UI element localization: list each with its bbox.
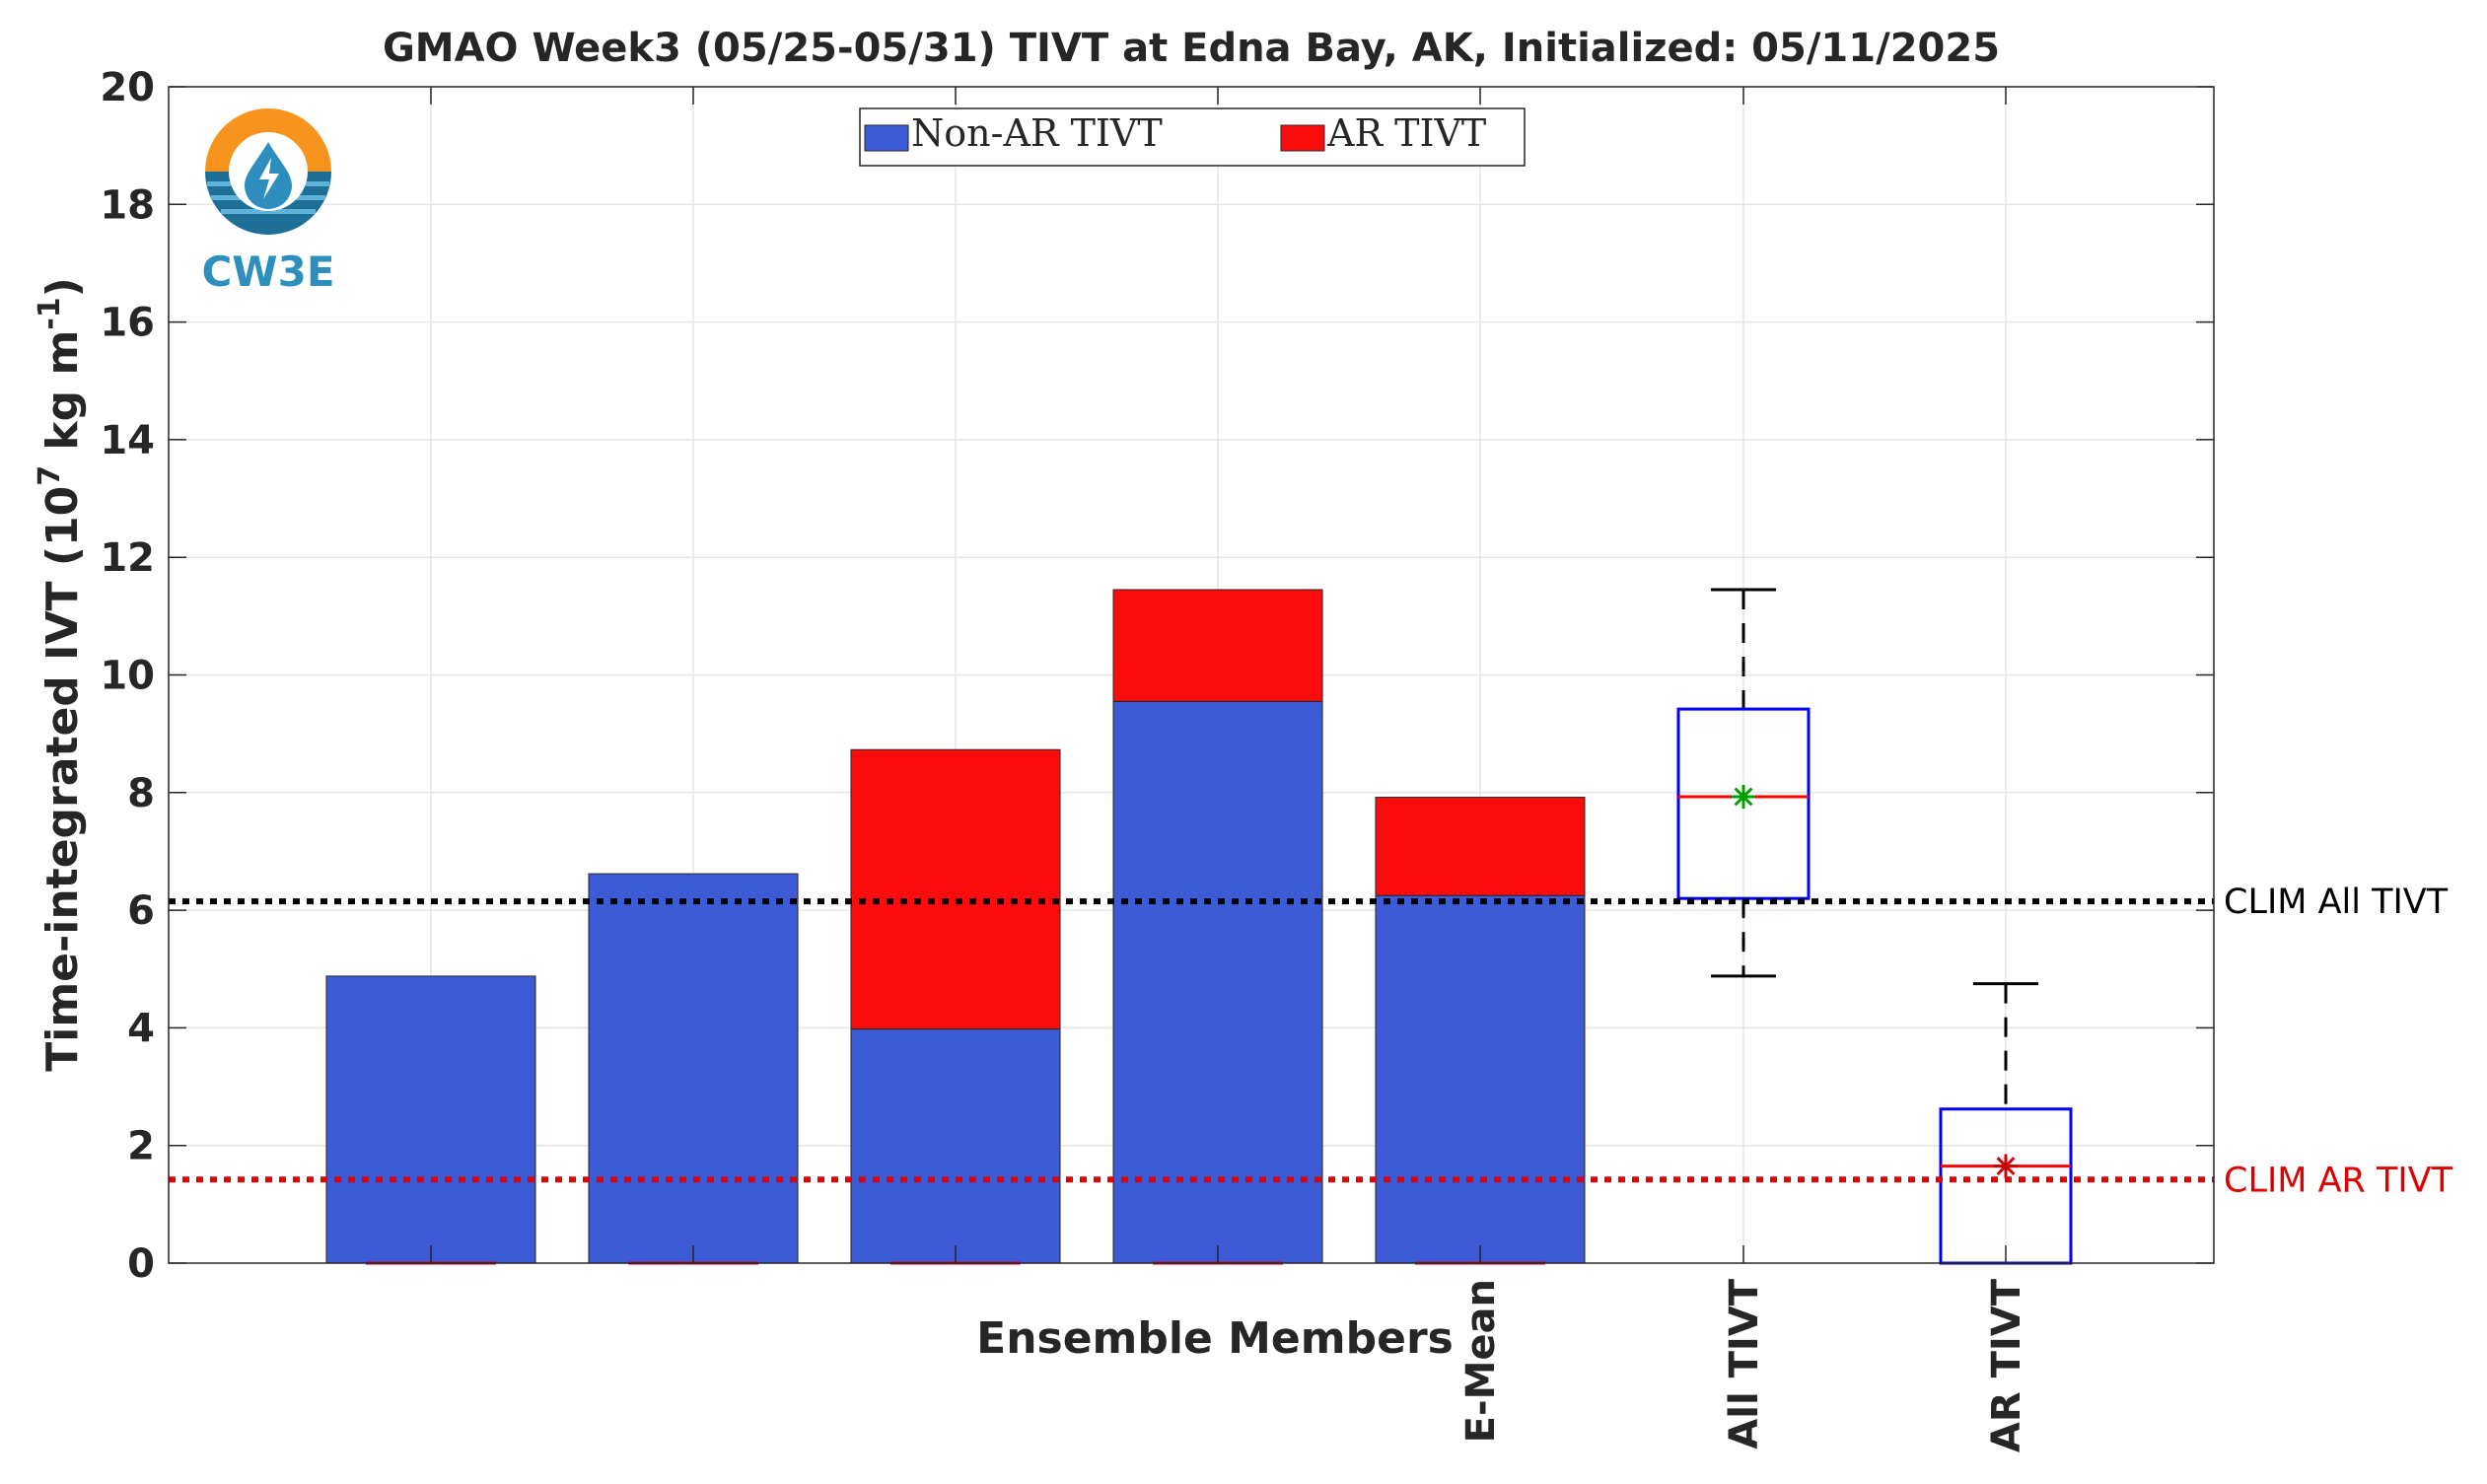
bar-non-ar xyxy=(1375,894,1586,1264)
cw3e-logo: CW3E xyxy=(201,108,335,296)
y-axis-ticks: 0 2 4 6 8 10 12 14 16 18 20 xyxy=(100,65,2214,1287)
x-axis-label: Ensemble Members xyxy=(976,1313,1454,1364)
logo-bolt-icon xyxy=(259,158,279,199)
legend-label-non-ar: Non-AR TIVT xyxy=(911,111,1163,155)
bar-non-ar xyxy=(325,975,536,1264)
bar-non-ar xyxy=(850,1028,1061,1264)
y-tick-label: 14 xyxy=(100,418,155,463)
logo-text: CW3E xyxy=(201,247,334,296)
y-tick-label: 12 xyxy=(100,535,155,581)
y-tick-label: 0 xyxy=(127,1241,155,1287)
x-tick-label: AR TIVT xyxy=(1984,1278,2029,1452)
y-tick-label: 18 xyxy=(100,182,155,228)
mean-marker-stroke xyxy=(1996,1157,2016,1176)
legend: Non-AR TIVT AR TIVT xyxy=(859,107,1526,167)
box-mean-marker xyxy=(1732,784,1755,809)
bar-non-ar xyxy=(588,873,799,1264)
legend-swatch-non-ar xyxy=(864,124,909,152)
chart-title: GMAO Week3 (05/25-05/31) TIVT at Edna Ba… xyxy=(383,26,2000,71)
y-tick-label: 10 xyxy=(100,654,155,699)
y-tick-label: 16 xyxy=(100,301,155,346)
reference-line-label: CLIM All TIVT xyxy=(2224,883,2449,922)
mean-marker-stroke xyxy=(1734,787,1753,807)
legend-box xyxy=(859,107,1526,167)
reference-line-label: CLIM AR TIVT xyxy=(2224,1161,2453,1200)
x-axis-ticks: E-Mean All TIVT AR TIVT xyxy=(430,87,2029,1452)
logo-wave-3 xyxy=(221,209,316,214)
bar-non-ar xyxy=(1112,700,1323,1264)
x-tick-label: All TIVT xyxy=(1722,1278,1767,1449)
y-tick-label: 2 xyxy=(127,1124,155,1169)
y-tick-label: 20 xyxy=(100,65,155,110)
y-tick-label: 4 xyxy=(127,1006,155,1051)
x-tick-label: E-Mean xyxy=(1458,1279,1504,1443)
y-axis-label: Time-integrated IVT (107 kg m-1) xyxy=(33,277,88,1072)
bar-ar xyxy=(1112,589,1323,702)
legend-swatch-ar xyxy=(1280,124,1325,152)
legend-label-ar: AR TIVT xyxy=(1326,111,1486,155)
box-mean-marker xyxy=(1994,1154,2018,1178)
y-tick-label: 8 xyxy=(127,771,155,816)
bars-group xyxy=(325,589,1586,1265)
y-tick-label: 6 xyxy=(127,888,155,934)
bar-ar xyxy=(850,748,1061,1030)
bar-ar xyxy=(1375,797,1586,896)
reference-lines-group: CLIM All TIVT CLIM AR TIVT xyxy=(169,883,2453,1200)
